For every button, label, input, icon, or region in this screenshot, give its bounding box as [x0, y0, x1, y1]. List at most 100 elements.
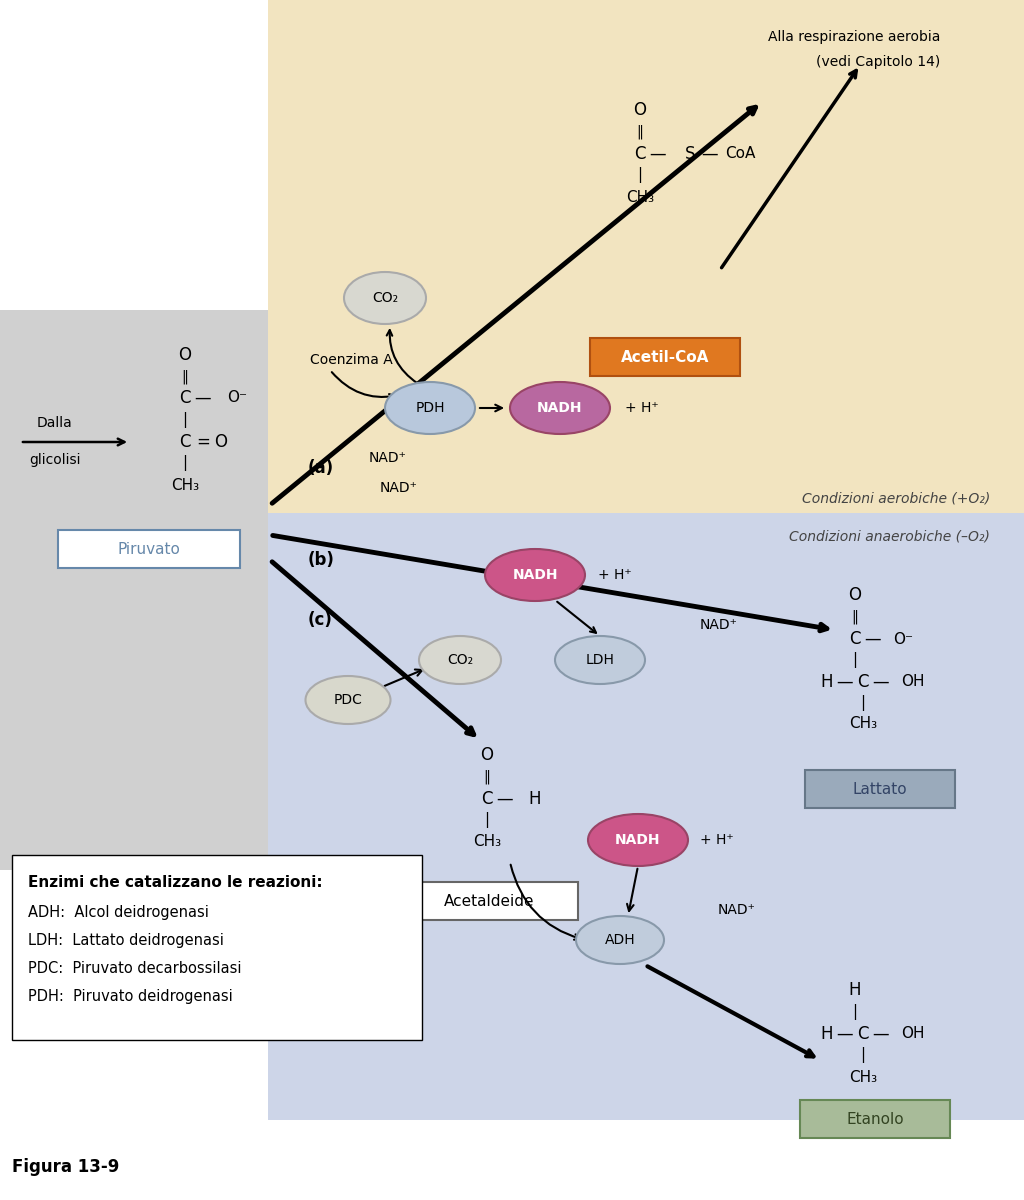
Text: —: — [497, 790, 513, 808]
Text: + H⁺: + H⁺ [598, 568, 632, 582]
Text: H: H [849, 982, 861, 998]
Text: |: | [860, 1046, 865, 1063]
Text: C: C [857, 1025, 868, 1043]
Text: H: H [528, 790, 542, 808]
Ellipse shape [344, 272, 426, 324]
FancyBboxPatch shape [805, 770, 955, 808]
Text: —: — [701, 145, 718, 163]
Text: ADH: ADH [605, 934, 635, 947]
FancyBboxPatch shape [0, 310, 280, 870]
Text: Acetaldeide: Acetaldeide [443, 894, 535, 908]
Text: NADH: NADH [512, 568, 558, 582]
FancyBboxPatch shape [590, 338, 740, 376]
Text: CH₃: CH₃ [849, 1069, 878, 1085]
Text: O⁻: O⁻ [227, 390, 247, 406]
Text: CH₃: CH₃ [626, 190, 654, 204]
Text: |: | [182, 412, 187, 428]
Ellipse shape [385, 382, 475, 434]
Text: NADH: NADH [538, 401, 583, 415]
Text: S: S [685, 145, 695, 163]
Text: —: — [195, 389, 211, 407]
FancyBboxPatch shape [268, 514, 1024, 1120]
Text: NAD⁺: NAD⁺ [718, 902, 756, 917]
FancyBboxPatch shape [800, 1100, 950, 1138]
Text: ‖: ‖ [637, 125, 643, 139]
Text: O⁻: O⁻ [893, 631, 913, 647]
Text: H: H [821, 673, 834, 691]
Text: C: C [849, 630, 861, 648]
Ellipse shape [575, 916, 664, 964]
Ellipse shape [555, 636, 645, 684]
Text: C: C [481, 790, 493, 808]
Text: (vedi Capitolo 14): (vedi Capitolo 14) [816, 55, 940, 68]
Text: + H⁺: + H⁺ [625, 401, 658, 415]
Text: —: — [872, 1025, 889, 1043]
Text: C: C [179, 389, 190, 407]
Text: Figura 13-9: Figura 13-9 [12, 1158, 120, 1176]
Text: Condizioni aerobiche (+O₂): Condizioni aerobiche (+O₂) [802, 491, 990, 505]
Text: PDC: PDC [334, 692, 362, 707]
Text: CH₃: CH₃ [849, 715, 878, 731]
Text: Alla respirazione aerobia: Alla respirazione aerobia [768, 30, 940, 44]
Text: |: | [182, 455, 187, 470]
Text: (b): (b) [308, 551, 335, 569]
Text: O: O [214, 433, 227, 451]
Text: |: | [852, 1004, 857, 1020]
Text: H: H [821, 1025, 834, 1043]
Text: Enzimi che catalizzano le reazioni:: Enzimi che catalizzano le reazioni: [28, 875, 323, 890]
Text: PDH: PDH [416, 401, 444, 415]
Ellipse shape [510, 382, 610, 434]
Text: CH₃: CH₃ [171, 478, 199, 492]
Text: CO₂: CO₂ [446, 653, 473, 667]
Text: Piruvato: Piruvato [118, 541, 180, 557]
Ellipse shape [485, 550, 585, 601]
Text: |: | [637, 167, 643, 182]
Text: —: — [864, 630, 882, 648]
Text: ‖: ‖ [483, 769, 490, 785]
Text: NAD⁺: NAD⁺ [700, 618, 738, 632]
Text: Dalla: Dalla [37, 416, 73, 430]
Text: LDH: LDH [586, 653, 614, 667]
Text: NAD⁺: NAD⁺ [380, 481, 418, 494]
Text: O: O [178, 346, 191, 364]
Text: CoA: CoA [725, 146, 755, 162]
FancyBboxPatch shape [400, 882, 578, 920]
Text: CH₃: CH₃ [473, 834, 501, 850]
Text: =: = [196, 433, 210, 451]
Text: Condizioni anaerobiche (–O₂): Condizioni anaerobiche (–O₂) [790, 530, 990, 544]
Text: —: — [649, 145, 667, 163]
Text: O: O [634, 101, 646, 119]
Ellipse shape [305, 676, 390, 724]
Text: O: O [480, 746, 494, 764]
Text: Coenzima A: Coenzima A [310, 353, 393, 367]
Text: NAD⁺: NAD⁺ [369, 451, 407, 464]
Text: C: C [857, 673, 868, 691]
Text: ADH:  Alcol deidrogenasi: ADH: Alcol deidrogenasi [28, 905, 209, 920]
Text: NADH: NADH [615, 833, 660, 847]
Text: CO₂: CO₂ [372, 290, 398, 305]
Text: ‖: ‖ [181, 370, 188, 384]
Text: (c): (c) [308, 611, 333, 629]
Text: C: C [634, 145, 646, 163]
Text: |: | [852, 652, 857, 668]
Text: O: O [849, 586, 861, 604]
Text: (a): (a) [308, 458, 334, 476]
Text: Etanolo: Etanolo [846, 1111, 904, 1127]
Text: + H⁺: + H⁺ [700, 833, 733, 847]
Text: —: — [872, 673, 889, 691]
Ellipse shape [419, 636, 501, 684]
Text: LDH:  Lattato deidrogenasi: LDH: Lattato deidrogenasi [28, 934, 224, 948]
FancyBboxPatch shape [58, 530, 240, 568]
Text: |: | [860, 695, 865, 710]
Text: —: — [837, 673, 853, 691]
FancyBboxPatch shape [12, 854, 422, 1040]
Text: ‖: ‖ [852, 610, 858, 624]
Text: Lattato: Lattato [853, 781, 907, 797]
Text: Acetil-CoA: Acetil-CoA [621, 349, 710, 365]
Text: —: — [837, 1025, 853, 1043]
Text: |: | [484, 812, 489, 828]
Text: C: C [179, 433, 190, 451]
Text: glicolisi: glicolisi [30, 452, 81, 467]
FancyBboxPatch shape [268, 0, 1024, 514]
Text: OH: OH [901, 1026, 925, 1042]
